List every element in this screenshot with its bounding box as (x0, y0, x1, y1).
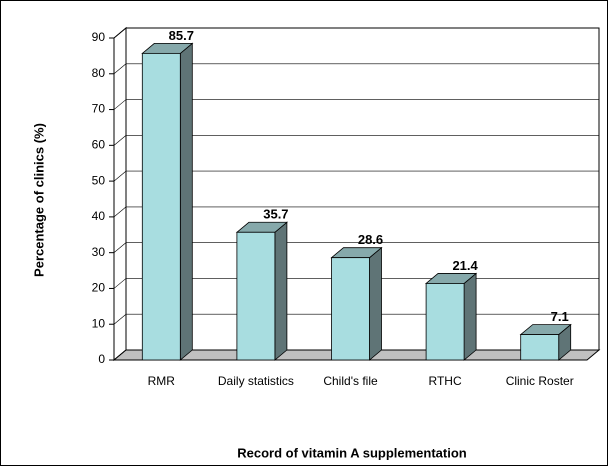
y-tick-label: 20 (92, 281, 106, 295)
bar-side (369, 246, 382, 361)
grid-line (113, 313, 127, 325)
value-label: 35.7 (263, 207, 288, 222)
grid-line (113, 349, 127, 361)
y-tick-label: 40 (92, 209, 106, 223)
y-tick-label: 10 (92, 316, 106, 330)
grid-line (113, 242, 127, 253)
bar-side (274, 221, 288, 361)
grid-line (113, 170, 127, 182)
x-tick-label: Daily statistics (218, 374, 294, 388)
bar-side (179, 42, 193, 361)
grid-line (113, 135, 127, 146)
x-tick-label: RMR (148, 374, 176, 388)
grid-line (113, 63, 127, 75)
value-label: 21.4 (452, 258, 478, 273)
grid-line (113, 99, 127, 110)
y-tick-label: 80 (92, 66, 106, 80)
x-tick-label: Clinic Roster (506, 374, 574, 388)
side-wall (113, 26, 127, 362)
y-tick-label: 0 (98, 352, 105, 366)
bar (331, 257, 370, 361)
grid-line (113, 278, 127, 289)
y-tick-label: 30 (92, 245, 106, 259)
value-label: 7.1 (551, 309, 569, 324)
bar (425, 283, 465, 361)
value-label: 28.6 (358, 232, 383, 247)
grid-line (113, 27, 127, 39)
x-tick-label: Child's file (323, 374, 378, 388)
bar (141, 52, 181, 361)
bar-side (463, 272, 477, 361)
y-tick-label: 50 (92, 173, 106, 187)
x-axis-title: Record of vitamin A supplementation (237, 445, 467, 460)
y-axis-title: Percentage of clinics (%) (31, 123, 46, 277)
bar (236, 231, 276, 361)
y-tick-label: 70 (92, 102, 106, 116)
y-tick-label: 60 (92, 138, 106, 152)
value-label: 85.7 (169, 28, 194, 43)
y-tick-label: 90 (92, 30, 106, 44)
bar (520, 334, 560, 361)
grid-line (113, 206, 127, 218)
x-tick-label: RTHC (429, 374, 462, 388)
